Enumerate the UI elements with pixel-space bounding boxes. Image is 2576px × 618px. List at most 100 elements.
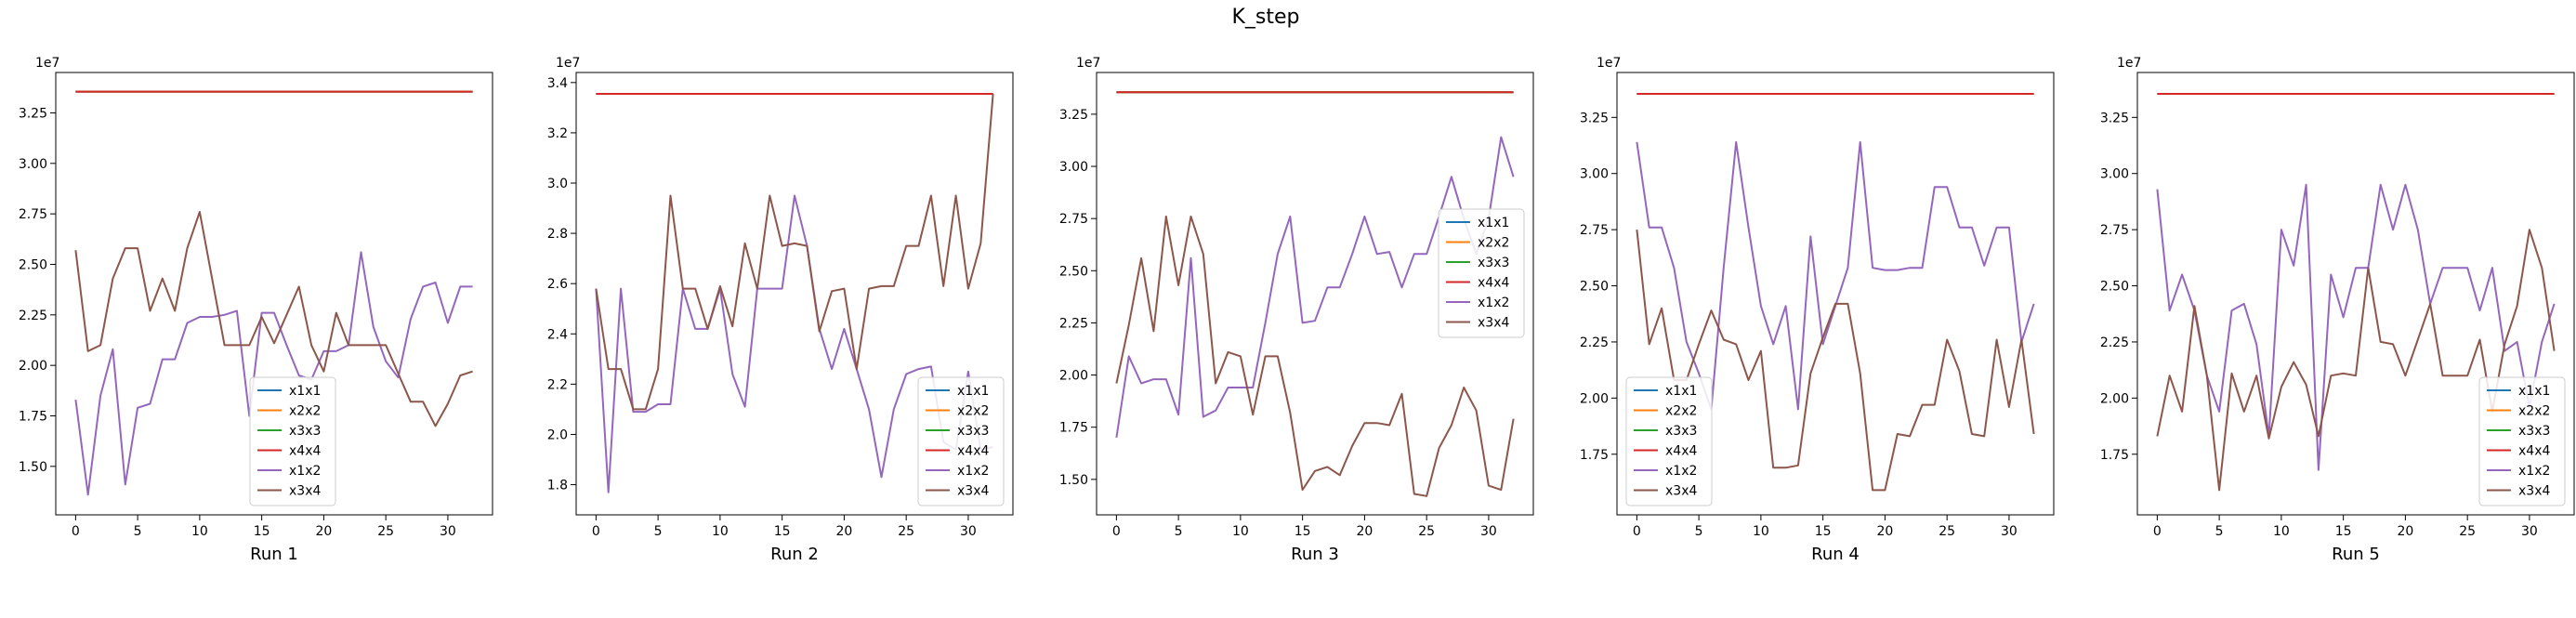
- y-tick-label: 3.00: [2100, 167, 2129, 182]
- legend-label-x1x1: x1x1: [1665, 384, 1697, 399]
- x-tick-label: 20: [1876, 524, 1893, 539]
- x-tick-label: 10: [1753, 524, 1769, 539]
- y-tick-label: 1.50: [1059, 473, 1088, 488]
- x-tick-label: 0: [1112, 524, 1121, 539]
- y-tick-label: 2.25: [2100, 335, 2129, 350]
- legend: x1x1 x2x2 x3x3 x4x4 x1x2 x3x4: [1625, 376, 1713, 506]
- x-tick-label: 20: [2397, 524, 2413, 539]
- legend-label-x1x2: x1x2: [2518, 464, 2550, 479]
- legend-label-x3x3: x3x3: [289, 424, 321, 439]
- y-tick-label: 2.2: [547, 377, 568, 392]
- subplot-2: 0 5 10 15 20 25 30 1.8 2.0 2.2 2.4 2.6 2.8 3.0 3.2 3.4 1…: [547, 56, 1014, 564]
- y-tick-label: 3.00: [19, 157, 47, 172]
- y-tick-label: 2.25: [1580, 335, 1609, 350]
- y-tick-label: 3.00: [1059, 160, 1088, 175]
- y-tick-label: 2.25: [19, 309, 47, 323]
- x-axis-label: Run 1: [250, 545, 298, 564]
- x-tick-label: 0: [2153, 524, 2162, 539]
- legend-label-x1x2: x1x2: [1665, 464, 1697, 479]
- y-tick-label: 3.25: [1580, 111, 1609, 125]
- subplot-grid: 0 5 10 15 20 25 301.501.752.002.252.502.753.00…: [19, 56, 2575, 564]
- x-tick-label: 30: [2001, 524, 2017, 539]
- y-tick-label: 2.00: [19, 359, 47, 374]
- y-scale-label: 1e7: [1076, 56, 1100, 71]
- legend: x1x1 x2x2 x3x3 x4x4 x1x2 x3x4: [917, 376, 1005, 506]
- legend-label-x4x4: x4x4: [957, 444, 989, 459]
- y-tick-label: 1.75: [1059, 421, 1088, 436]
- y-tick-label: 1.8: [547, 479, 568, 493]
- subplot-1: 0 5 10 15 20 25 30 1.50 1.75 2.00 2.25 2.50 2.75 3.00…: [19, 56, 493, 564]
- series-line-x1x2: [1115, 136, 1515, 439]
- x-tick-label: 15: [774, 524, 791, 539]
- y-tick-label: 3.25: [2100, 111, 2129, 125]
- x-tick-label: 5: [2215, 524, 2224, 539]
- y-tick-label: 3.2: [547, 126, 568, 141]
- legend-label-x1x2: x1x2: [957, 464, 989, 479]
- subplot-3: 0 5 10 15 20 25 30 1.50 1.75 2.00 2.25 2.50 2.75 3.00…: [1059, 56, 1534, 564]
- legend-label-x1x2: x1x2: [1478, 296, 1509, 310]
- y-tick-label: 2.50: [1059, 264, 1088, 279]
- y-scale-label: 1e7: [556, 56, 580, 71]
- axes-frame: [1616, 72, 2055, 516]
- legend-label-x3x3: x3x3: [957, 424, 989, 439]
- x-tick-label: 25: [898, 524, 914, 539]
- y-tick-label: 2.8: [547, 227, 568, 242]
- x-tick-label: 10: [191, 524, 208, 539]
- legend-label-x3x4: x3x4: [2518, 484, 2550, 499]
- legend: x1x1 x2x2 x3x3 x4x4 x1x2 x3x4: [1438, 208, 1525, 338]
- legend-label-x2x2: x2x2: [2518, 404, 2550, 419]
- legend-label-x3x4: x3x4: [1478, 316, 1509, 331]
- figure-suptitle: K_step: [1231, 6, 1299, 29]
- y-tick-label: 2.00: [1059, 369, 1088, 384]
- series-line-x3x4: [74, 211, 473, 427]
- x-tick-label: 25: [1418, 524, 1435, 539]
- y-scale-label: 1e7: [1597, 56, 1621, 71]
- y-tick-label: 2.50: [2100, 280, 2129, 295]
- y-tick-label: 3.25: [19, 106, 47, 121]
- x-axis-label: Run 2: [770, 545, 819, 564]
- x-axis-label: Run 3: [1291, 545, 1339, 564]
- y-tick-label: 2.4: [547, 327, 568, 342]
- legend-label-x2x2: x2x2: [1665, 404, 1697, 419]
- x-tick-label: 30: [1480, 524, 1497, 539]
- x-tick-label: 30: [440, 524, 456, 539]
- series-line-x3x4: [1636, 229, 2035, 492]
- y-tick-label: 2.25: [1059, 316, 1088, 331]
- y-tick-label: 3.00: [1580, 167, 1609, 182]
- x-tick-label: 15: [2335, 524, 2352, 539]
- y-tick-label: 3.25: [1059, 108, 1088, 123]
- legend-label-x2x2: x2x2: [1478, 236, 1509, 251]
- legend-label-x4x4: x4x4: [1478, 276, 1509, 291]
- x-tick-label: 0: [1633, 524, 1641, 539]
- y-tick-label: 1.75: [1580, 448, 1609, 463]
- y-tick-label: 2.00: [1580, 391, 1609, 406]
- y-scale-label: 1e7: [2117, 56, 2141, 71]
- y-tick-label: 2.75: [2100, 223, 2129, 238]
- legend: x1x1 x2x2 x3x3 x4x4 x1x2 x3x4: [2478, 376, 2566, 506]
- legend-label-x3x3: x3x3: [1478, 256, 1509, 270]
- y-tick-label: 1.50: [19, 460, 47, 475]
- legend-label-x3x3: x3x3: [2518, 424, 2550, 439]
- series-line-x1x2: [74, 251, 473, 496]
- legend-label-x4x4: x4x4: [289, 444, 321, 459]
- axes-frame: [1096, 72, 1534, 516]
- legend-label-x3x4: x3x4: [1665, 484, 1697, 499]
- series-line-x3x4: [595, 93, 994, 411]
- x-tick-label: 25: [2459, 524, 2476, 539]
- axes-frame: [55, 72, 493, 516]
- x-tick-label: 10: [2273, 524, 2290, 539]
- x-tick-label: 0: [72, 524, 80, 539]
- x-tick-label: 30: [2521, 524, 2538, 539]
- legend-label-x2x2: x2x2: [957, 404, 989, 419]
- x-tick-label: 5: [1695, 524, 1703, 539]
- series-line-x1x2: [2156, 183, 2556, 471]
- x-tick-label: 30: [960, 524, 977, 539]
- y-tick-label: 2.00: [2100, 391, 2129, 406]
- x-tick-label: 5: [134, 524, 142, 539]
- y-tick-label: 2.75: [1059, 212, 1088, 227]
- x-tick-label: 20: [315, 524, 332, 539]
- y-tick-label: 1.75: [19, 409, 47, 424]
- axes-frame: [575, 72, 1014, 516]
- x-tick-label: 25: [1939, 524, 1955, 539]
- legend-label-x1x1: x1x1: [957, 384, 989, 399]
